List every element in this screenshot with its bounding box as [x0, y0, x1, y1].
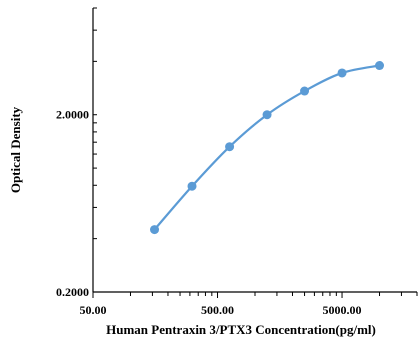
data-point [150, 225, 159, 234]
data-points [150, 61, 384, 234]
y-tick-label: 2.0000 [56, 108, 89, 122]
data-point [338, 68, 347, 77]
x-tick-label: 500.00 [201, 303, 234, 317]
axes [93, 8, 417, 292]
data-point [188, 182, 197, 191]
data-point [375, 61, 384, 70]
x-ticks [93, 292, 417, 298]
y-tick-label: 0.2000 [56, 285, 89, 299]
x-tick-label: 50.00 [80, 303, 107, 317]
y-tick-labels: 0.2000 2.0000 [56, 108, 89, 299]
y-axis-title: Optical Density [8, 106, 23, 193]
data-point [300, 87, 309, 96]
series-line [155, 66, 380, 230]
x-tick-labels: 50.00 500.00 5000.00 [80, 303, 362, 317]
data-point [225, 142, 234, 151]
x-tick-label: 5000.00 [323, 303, 362, 317]
x-axis-title: Human Pentraxin 3/PTX3 Concentration(pg/… [106, 322, 376, 337]
data-point [263, 110, 272, 119]
